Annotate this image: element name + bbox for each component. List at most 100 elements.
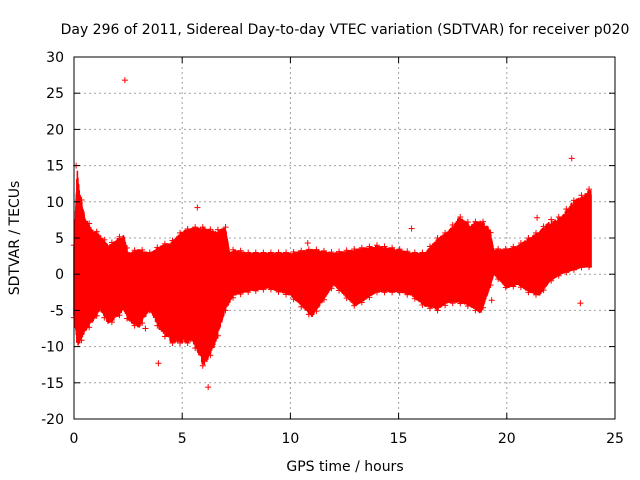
data-point (214, 226, 221, 233)
data-point (222, 224, 229, 231)
y-tick-label: 10 (46, 195, 64, 211)
data-point (267, 249, 274, 256)
data-point (426, 305, 433, 312)
data-point (245, 289, 252, 296)
data-point (146, 249, 153, 256)
y-tick-label: 0 (55, 267, 64, 283)
data-point (563, 269, 570, 276)
data-point (533, 291, 540, 298)
axis-ticks (73, 56, 616, 420)
chart-title: Day 296 of 2011, Sidereal Day-to-day VTE… (61, 22, 630, 38)
y-tick-label: 5 (55, 231, 64, 247)
data-point (222, 307, 229, 314)
data-point (154, 322, 161, 329)
data-point (260, 249, 267, 256)
data-point (502, 284, 509, 291)
data-point (479, 304, 486, 311)
y-tick-label: 15 (46, 159, 64, 175)
data-point (93, 228, 100, 235)
data-point (260, 286, 267, 293)
x-tick-label: 15 (390, 431, 408, 447)
data-point (487, 282, 494, 289)
data-point (548, 277, 555, 284)
data-point (328, 249, 335, 256)
data-point (124, 244, 131, 251)
data-point-outlier (194, 204, 201, 211)
data-point (586, 186, 593, 193)
data-point (78, 196, 85, 203)
y-tick-label: -5 (50, 303, 64, 319)
x-tick-label: 25 (606, 431, 624, 447)
data-point (101, 236, 108, 243)
data-point (230, 246, 237, 253)
data-point (283, 291, 290, 298)
data-point (517, 240, 524, 247)
data-point (411, 295, 418, 302)
x-axis-tick-labels: 0 5 10 15 20 25 (70, 431, 624, 447)
data-point (373, 289, 380, 296)
data-point (305, 246, 312, 253)
data-point (169, 339, 176, 346)
data-point (237, 291, 244, 298)
data-point (510, 283, 517, 290)
data-point (555, 272, 562, 279)
data-point (419, 249, 426, 256)
data-point (252, 287, 259, 294)
data-point (479, 218, 486, 225)
data-point (472, 218, 479, 225)
data-point (510, 243, 517, 250)
data-point (154, 244, 161, 251)
data-point-outlier (304, 240, 311, 247)
data-point (192, 345, 199, 352)
data-point (548, 216, 555, 223)
data-point (555, 214, 562, 221)
data-point (139, 246, 146, 253)
data-point (404, 248, 411, 255)
x-tick-label: 5 (178, 431, 187, 447)
x-tick-label: 0 (70, 431, 79, 447)
data-point (381, 289, 388, 296)
data-point (563, 206, 570, 213)
data-point (457, 300, 464, 307)
data-point (457, 214, 464, 221)
data-point-outlier (205, 384, 212, 391)
data-point (351, 302, 358, 309)
data-point (442, 302, 449, 309)
data-point (396, 289, 403, 296)
data-point (199, 224, 206, 231)
data-point (389, 289, 396, 296)
data-point (336, 248, 343, 255)
data-point (93, 312, 100, 319)
data-point (411, 249, 418, 256)
data-point (328, 285, 335, 292)
data-point (464, 303, 471, 310)
data-point (442, 229, 449, 236)
data-point (358, 299, 365, 306)
data-point (351, 246, 358, 253)
data-point (426, 243, 433, 250)
data-point (449, 221, 456, 228)
data-point (169, 237, 176, 244)
data-point (320, 296, 327, 303)
data-point (381, 243, 388, 250)
data-point (230, 294, 237, 301)
data-point (366, 243, 373, 250)
data-point (207, 226, 214, 233)
data-point (586, 263, 593, 270)
data-point (139, 320, 146, 327)
data-point (404, 291, 411, 298)
data-point (116, 312, 123, 319)
data-point (214, 332, 221, 339)
data-point (502, 245, 509, 252)
data-point-outlier (408, 225, 415, 232)
data-point (207, 352, 214, 359)
data-point (305, 311, 312, 318)
data-point (358, 244, 365, 251)
y-axis-label: SDTVAR / TECUs (7, 181, 23, 296)
data-point (540, 287, 547, 294)
x-tick-label: 20 (498, 431, 516, 447)
data-point (290, 248, 297, 255)
data-point (131, 322, 138, 329)
data-point (464, 219, 471, 226)
data-point (578, 192, 585, 199)
